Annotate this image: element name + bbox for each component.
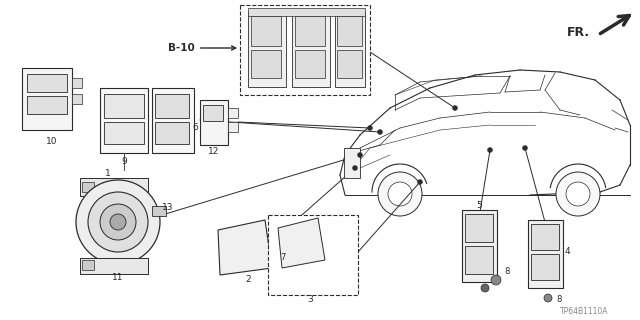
Circle shape <box>488 148 493 153</box>
Circle shape <box>353 165 358 171</box>
Circle shape <box>110 214 126 230</box>
Circle shape <box>76 180 160 264</box>
Text: B-10: B-10 <box>168 43 236 53</box>
Bar <box>152 88 194 153</box>
Bar <box>240 5 370 95</box>
Bar <box>251 50 281 78</box>
Text: 13: 13 <box>163 203 173 212</box>
Bar <box>100 88 148 153</box>
Bar <box>295 16 325 46</box>
Text: 11: 11 <box>112 274 124 283</box>
Text: 2: 2 <box>245 276 251 284</box>
Circle shape <box>566 182 590 206</box>
Bar <box>268 215 358 295</box>
Bar <box>72 78 82 88</box>
Bar <box>203 105 223 121</box>
Bar <box>82 182 94 192</box>
Circle shape <box>88 192 148 252</box>
Circle shape <box>491 275 501 285</box>
Bar <box>27 96 67 114</box>
Bar <box>155 94 189 118</box>
Text: 9: 9 <box>121 157 127 166</box>
Bar <box>152 206 166 216</box>
Bar <box>337 50 362 78</box>
Bar <box>22 68 72 130</box>
Bar <box>251 16 281 46</box>
Polygon shape <box>218 220 272 275</box>
Circle shape <box>452 106 458 110</box>
Circle shape <box>522 146 527 150</box>
Bar <box>531 254 559 280</box>
Bar <box>528 220 563 288</box>
Text: 7: 7 <box>280 253 285 262</box>
Bar <box>228 108 238 118</box>
Circle shape <box>367 125 372 131</box>
Bar <box>27 74 67 92</box>
Text: 3: 3 <box>307 295 313 305</box>
Text: 12: 12 <box>208 148 220 156</box>
Text: 10: 10 <box>46 138 58 147</box>
Text: 8: 8 <box>504 268 509 276</box>
Bar <box>462 210 497 282</box>
Bar <box>531 224 559 250</box>
Circle shape <box>481 284 489 292</box>
Bar <box>80 178 148 196</box>
Circle shape <box>556 172 600 216</box>
Text: 6: 6 <box>192 124 198 132</box>
Bar <box>104 94 144 118</box>
Circle shape <box>358 153 362 157</box>
Circle shape <box>388 182 412 206</box>
Circle shape <box>417 180 422 185</box>
Bar <box>335 12 365 87</box>
Bar <box>104 122 144 144</box>
Bar <box>155 122 189 144</box>
Bar <box>465 214 493 242</box>
Circle shape <box>100 204 136 240</box>
Bar <box>200 100 228 145</box>
Text: TP64B1110A: TP64B1110A <box>559 308 608 316</box>
Polygon shape <box>278 218 325 268</box>
Bar <box>295 50 325 78</box>
Text: FR.: FR. <box>567 26 590 38</box>
Text: 4: 4 <box>565 247 571 257</box>
Bar <box>337 16 362 46</box>
Bar <box>292 12 330 87</box>
Bar <box>82 260 94 270</box>
Bar <box>248 8 365 16</box>
Bar <box>248 12 286 87</box>
Circle shape <box>378 172 422 216</box>
Circle shape <box>544 294 552 302</box>
Bar <box>344 148 360 178</box>
Bar <box>72 94 82 104</box>
Bar <box>465 246 493 274</box>
Text: 5: 5 <box>476 201 482 210</box>
Bar <box>228 122 238 132</box>
Text: 8: 8 <box>556 295 561 305</box>
Circle shape <box>378 130 383 134</box>
Bar <box>80 258 148 274</box>
Text: 1: 1 <box>105 169 111 178</box>
